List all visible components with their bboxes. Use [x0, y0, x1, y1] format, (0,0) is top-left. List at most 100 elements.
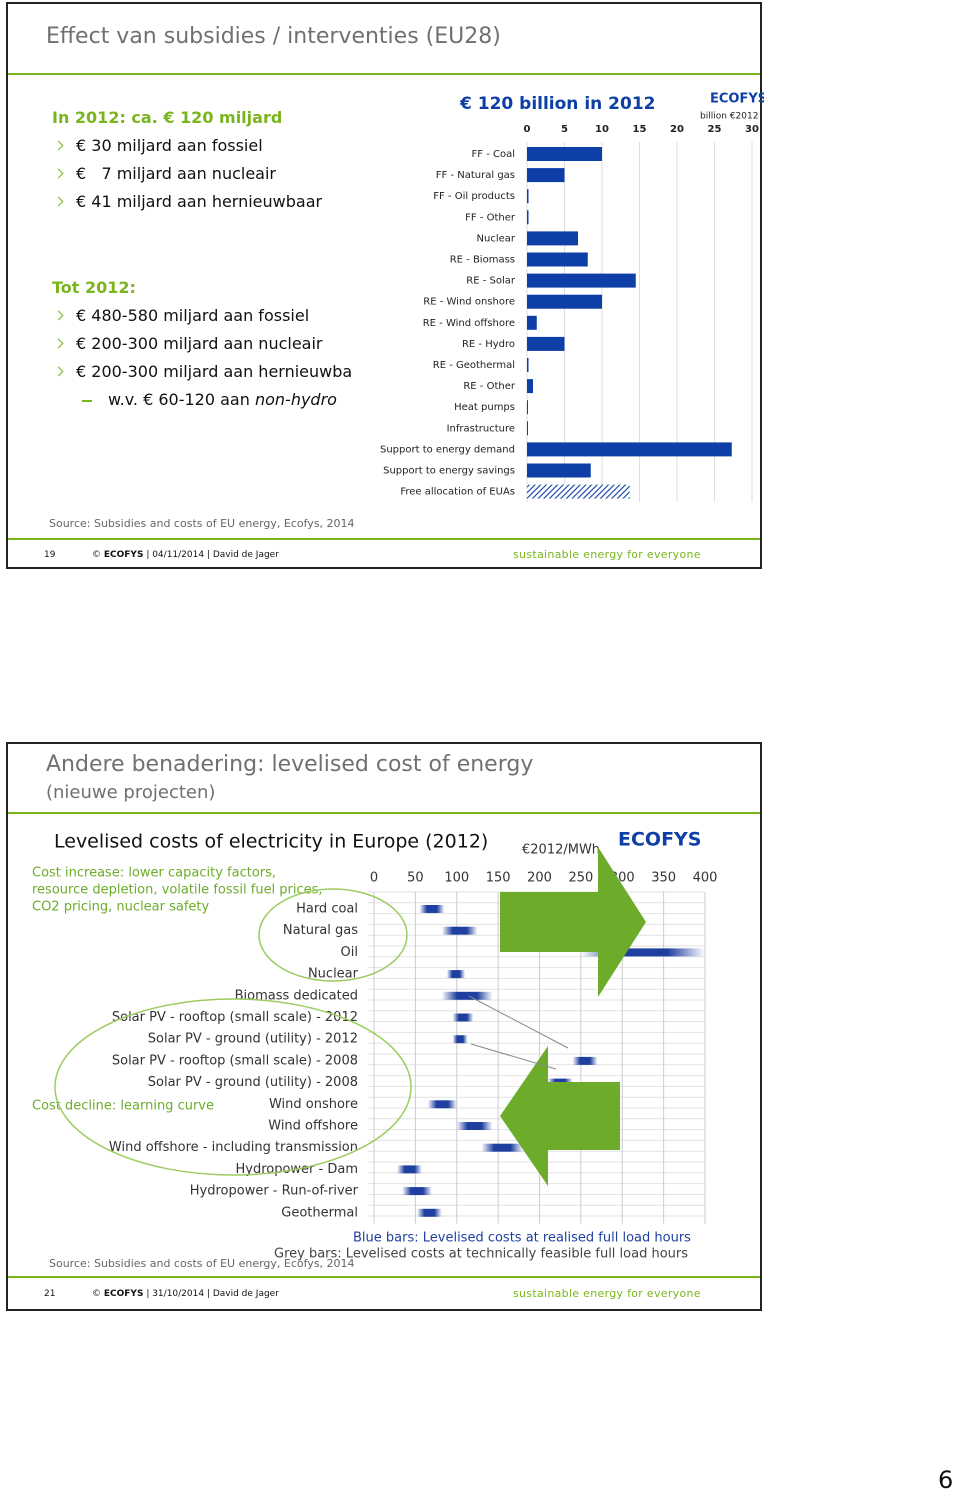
category-label: Natural gas: [283, 923, 358, 938]
bar: [527, 252, 588, 267]
heading: In 2012: ca. € 120 miljard: [52, 108, 283, 127]
category-label: Solar PV - ground (utility) - 2008: [148, 1075, 358, 1090]
category-label: RE - Other: [463, 381, 516, 392]
brand: ECOFYS: [103, 550, 144, 560]
category-label: Wind offshore - including transmission: [109, 1140, 358, 1155]
footer-rule: [8, 1276, 760, 1278]
range-bar: [419, 905, 445, 913]
legend-entry: Blue bars: Levelised costs at realised f…: [353, 1231, 691, 1246]
bullet: € 480-580 miljard aan fossiel: [52, 306, 309, 325]
bar: [527, 273, 636, 288]
x-tick-label: 150: [486, 871, 511, 886]
bar: [527, 147, 602, 161]
x-tick-label: 10: [595, 124, 609, 135]
sub-bullet: w.v. € 60-120 aan non-hydro: [82, 390, 337, 409]
slide-title: Andere benadering: levelised cost of ene…: [46, 752, 534, 777]
bar: [527, 168, 565, 183]
unit: €2012/MWh: [522, 843, 600, 858]
category-label: RE - Biomass: [450, 255, 515, 266]
x-tick-label: 15: [633, 124, 647, 135]
x-tick-label: 30: [745, 124, 759, 135]
footer-meta: | 04/11/2014 | David de Jager: [146, 550, 279, 560]
category-label: Wind onshore: [269, 1097, 358, 1112]
slide-number: 21: [44, 1289, 56, 1299]
chart-title: € 120 billion in 2012: [459, 94, 656, 114]
category-label: RE - Wind offshore: [423, 318, 515, 329]
slide: Andere benadering: levelised cost of ene…: [6, 742, 762, 1311]
category-label: Solar PV - rooftop (small scale) - 2008: [112, 1053, 358, 1068]
bar: [527, 421, 528, 436]
source: Source: Subsidies and costs of EU energy…: [49, 517, 355, 530]
slide-number: 19: [44, 550, 56, 560]
x-tick-label: 0: [524, 124, 531, 135]
copyright: ©: [92, 550, 101, 560]
page-number: 6: [938, 1466, 954, 1494]
range-bar: [446, 970, 466, 979]
bullet-text: € 41 miljard aan hernieuwbaar: [76, 192, 323, 211]
category-label: Hydropower - Run-of-river: [190, 1184, 359, 1199]
sub-emphasis: non-hydro: [254, 390, 337, 409]
bar: [527, 463, 591, 478]
footer-text: © ECOFYS | 31/10/2014 | David de Jager: [92, 1289, 279, 1299]
bar: [527, 358, 529, 372]
range-bar: [580, 948, 705, 957]
category-label: Infrastructure: [447, 423, 515, 434]
bar: [527, 315, 537, 330]
cost-increase: Cost increase: lower capacity factors,: [32, 866, 276, 881]
slide: Effect van subsidies / interventies (EU2…: [6, 2, 764, 569]
bullet-text: € 480-580 miljard aan fossiel: [76, 306, 310, 325]
category-label: Nuclear: [477, 233, 516, 244]
bar: [527, 442, 732, 457]
footer-meta: | 31/10/2014 | David de Jager: [146, 1289, 279, 1299]
x-tick-label: 20: [670, 124, 684, 135]
bar: [527, 484, 630, 499]
brand: ECOFYS: [103, 1289, 144, 1299]
x-tick-label: 350: [651, 871, 676, 886]
x-tick-label: 25: [708, 124, 722, 135]
slide-subtitle: (nieuwe projecten): [46, 782, 216, 803]
increase-ellipse: [258, 888, 408, 982]
bullet: € 41 miljard aan hernieuwbaar: [52, 192, 322, 211]
bullet-text: € 200-300 miljard aan hernieuwba: [76, 362, 353, 381]
category-label: Wind offshore: [268, 1119, 358, 1134]
sub-text: w.v. € 60-120 aan: [108, 390, 255, 409]
title-rule: [8, 73, 760, 75]
x-tick-label: 0: [370, 871, 378, 886]
bar: [527, 231, 578, 246]
category-label: Biomass dedicated: [235, 988, 358, 1003]
category-label: Solar PV - ground (utility) - 2012: [148, 1032, 358, 1047]
range-bar: [417, 1208, 442, 1217]
title-rule: [8, 812, 760, 814]
category-label: Geothermal: [281, 1205, 358, 1220]
bar: [527, 189, 529, 204]
category-label: RE - Geothermal: [433, 360, 515, 371]
bullet-text: € 7 miljard aan nucleair: [76, 164, 276, 183]
category-label: Nuclear: [308, 967, 359, 982]
range-bar: [427, 1100, 457, 1109]
bullet-text: € 200-300 miljard aan nucleair: [76, 334, 323, 353]
range-bar: [452, 1035, 468, 1044]
logo: ECOFYS: [710, 92, 764, 107]
range-bar: [452, 1013, 474, 1022]
subsidy-chart: € 120 billion in 2012 ECOFYS billion €2012…: [380, 92, 764, 502]
category-label: FF - Coal: [472, 149, 515, 160]
category-label: FF - Other: [465, 212, 516, 223]
legend-entry: Grey bars: Levelised costs at technicall…: [274, 1247, 688, 1262]
category-label: Solar PV - rooftop (small scale) - 2012: [112, 1010, 358, 1025]
source: Source: Subsidies and costs of EU energy…: [49, 1257, 355, 1270]
chart-title: Levelised costs of electricity in Europe…: [54, 831, 488, 853]
range-bar: [441, 991, 493, 1000]
decline-ellipse: [54, 998, 412, 1176]
category-label: FF - Natural gas: [436, 170, 515, 181]
bullet: € 30 miljard aan fossiel: [52, 136, 263, 155]
logo: ECOFYS: [618, 829, 702, 851]
range-bar: [441, 926, 478, 935]
bar: [527, 336, 565, 351]
lcoe-chart: Levelised costs of electricity in Europe…: [32, 829, 717, 1262]
heading: Tot 2012:: [52, 278, 136, 297]
category-label: Free allocation of EUAs: [400, 487, 515, 498]
range-bar: [572, 1056, 598, 1065]
category-label: Heat pumps: [454, 402, 515, 413]
category-label: Support to energy savings: [383, 466, 515, 477]
dash-marker: [82, 400, 92, 402]
